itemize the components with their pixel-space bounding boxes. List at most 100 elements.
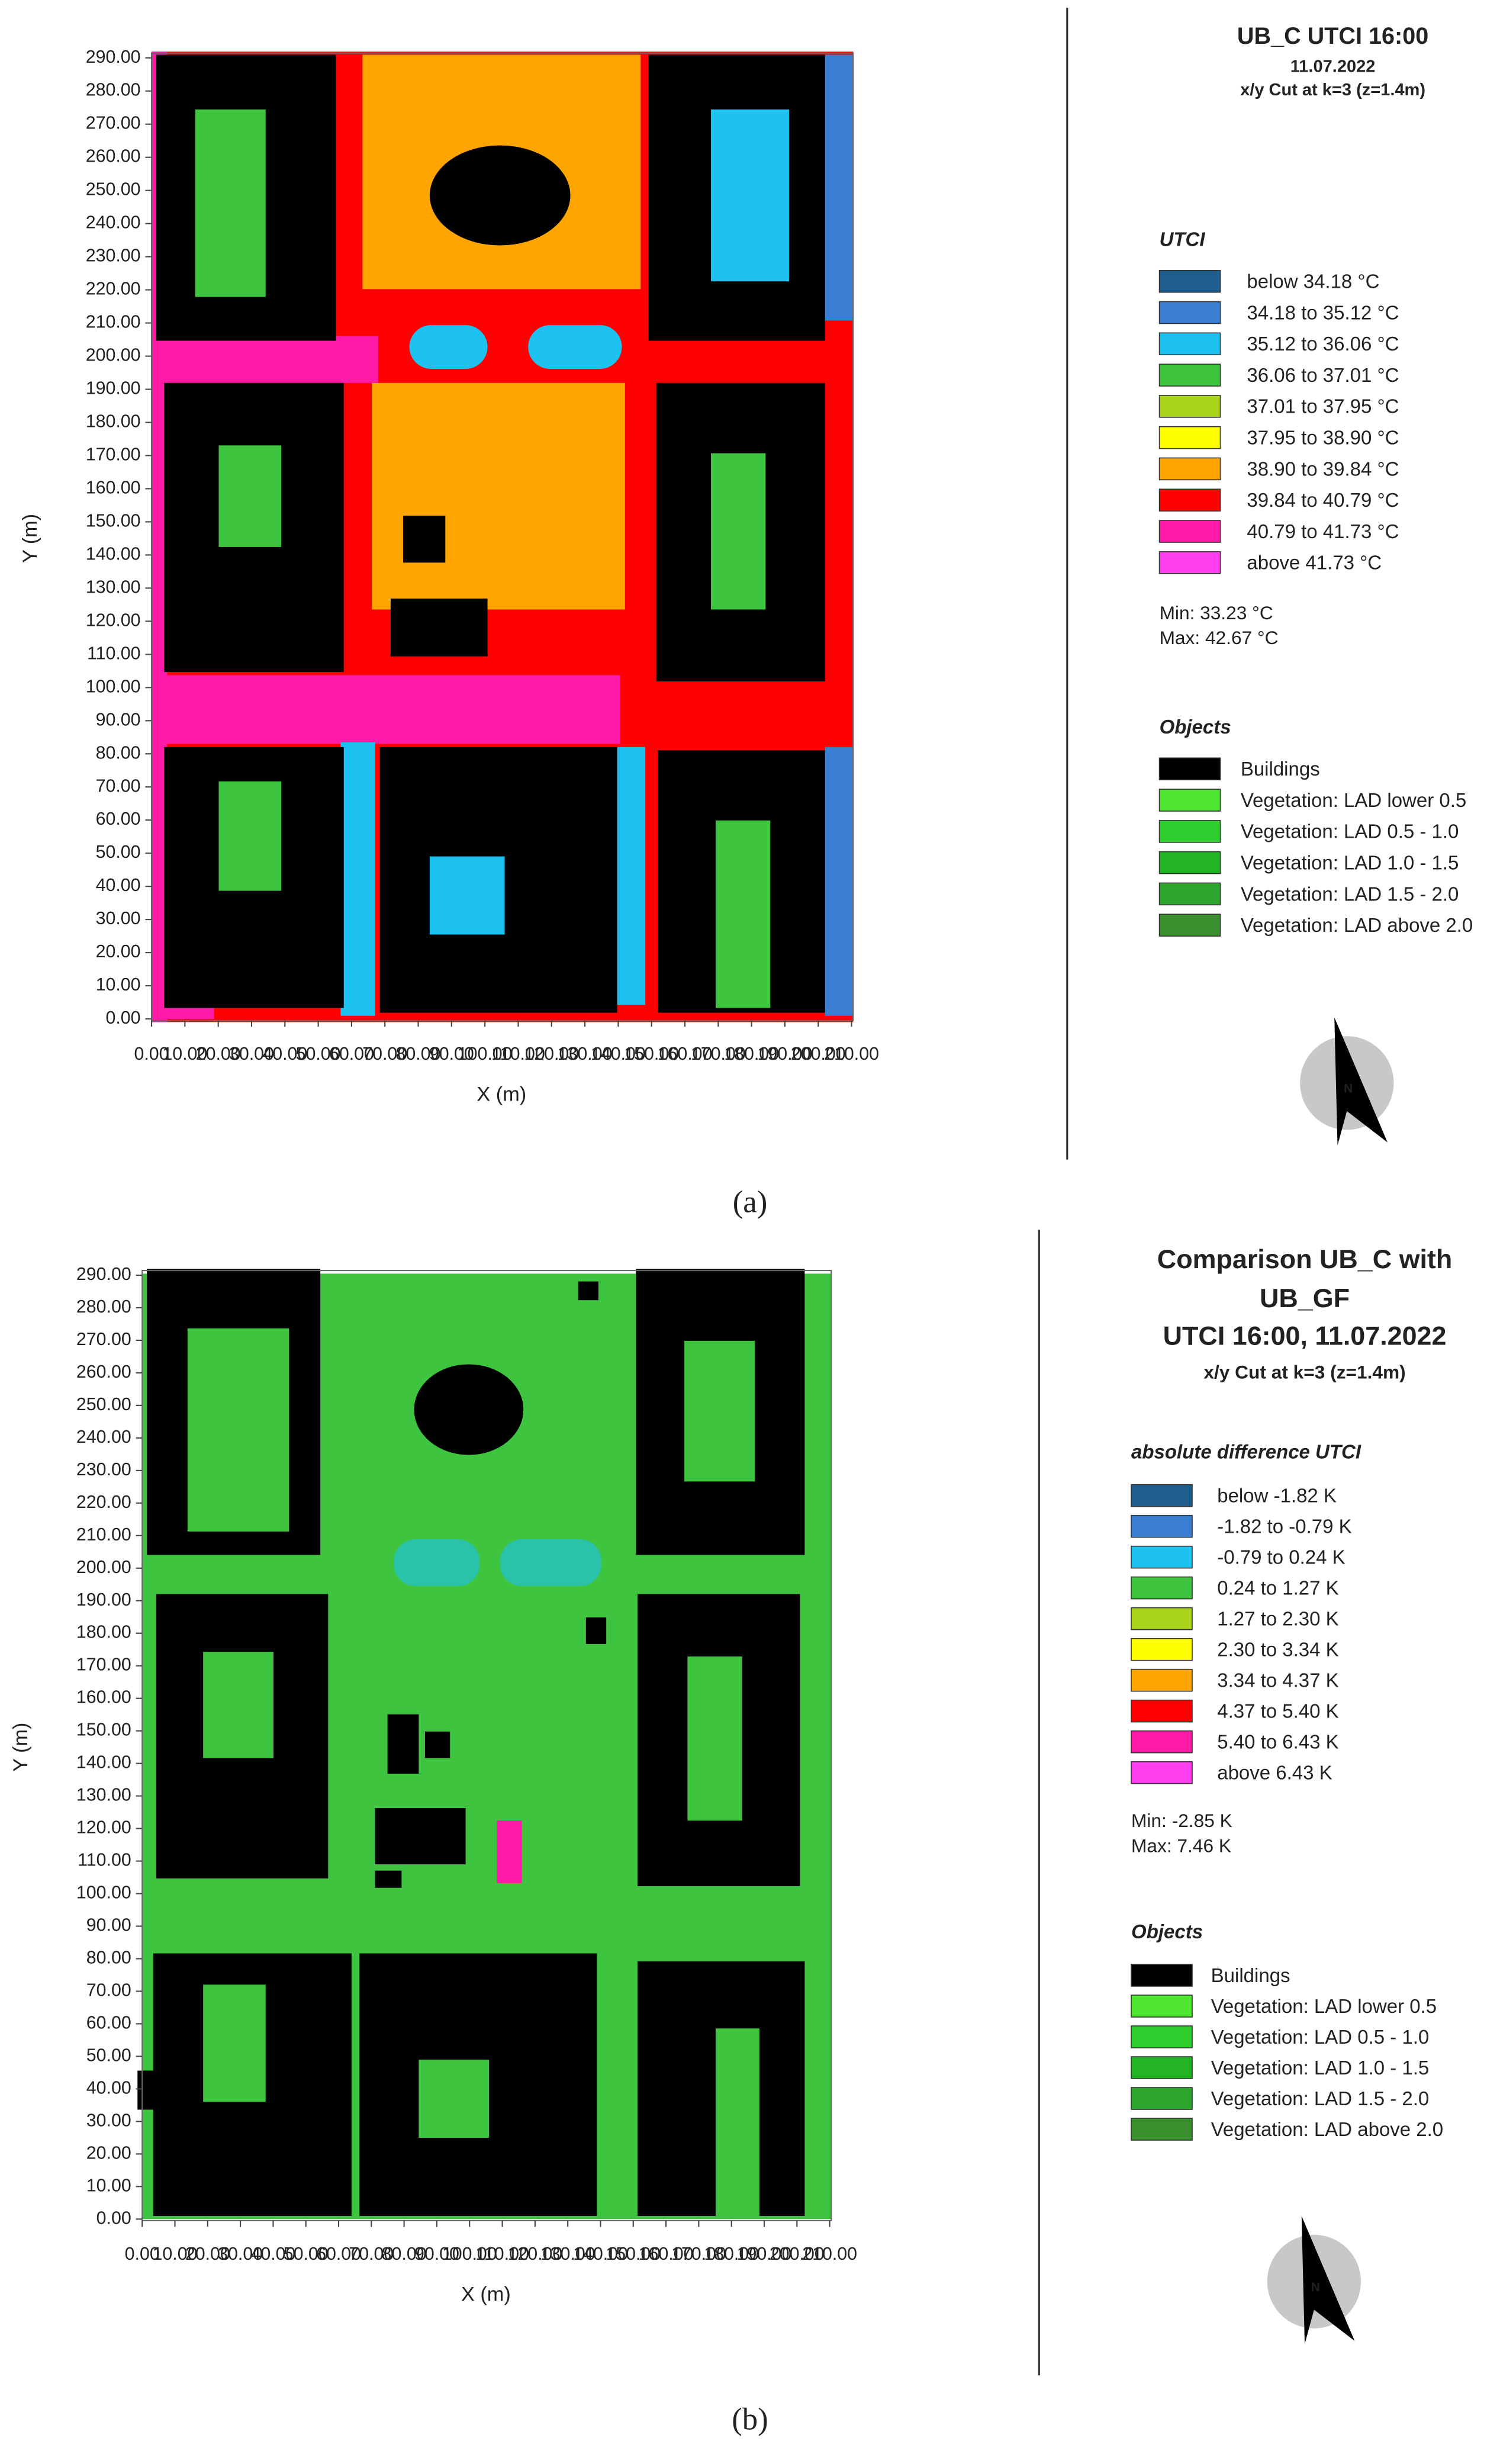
y-tick-label: 270.00 — [86, 114, 141, 133]
north-arrow: N — [1300, 1017, 1394, 1146]
legend-swatch — [1131, 1607, 1193, 1630]
x-tick-label: 30.00 — [229, 1044, 274, 1064]
x-tick-label: 10.00 — [162, 1044, 207, 1064]
legend-swatch — [1131, 1576, 1193, 1600]
legend-label: -0.79 to 0.24 K — [1217, 1546, 1345, 1568]
legend-swatch — [1158, 551, 1221, 574]
x-tick-label: 50.00 — [296, 1044, 341, 1064]
x-tick-label: 90.00 — [414, 2244, 459, 2264]
y-tick-label: 110.00 — [78, 1851, 131, 1870]
legend-label: 3.34 to 4.37 K — [1217, 1670, 1338, 1691]
legend-swatch — [1158, 269, 1221, 293]
max-value: Max: 42.67 °C — [1160, 627, 1279, 648]
y-tick-label: 110.00 — [87, 644, 141, 663]
x-tick-label: 170.00 — [691, 1044, 746, 1064]
y-tick-label: 220.00 — [86, 279, 141, 299]
x-tick-label: 90.00 — [429, 1044, 474, 1064]
max-value: Max: 7.46 K — [1131, 1835, 1231, 1856]
y-tick-label: 200.00 — [76, 1558, 131, 1577]
x-tick-label: 170.00 — [671, 2244, 726, 2264]
object-swatch — [1131, 1964, 1193, 1987]
x-tick-label: 180.00 — [704, 2244, 759, 2264]
map-a — [152, 52, 854, 1022]
legend-label: below -1.82 K — [1217, 1485, 1337, 1507]
object-swatch — [1158, 882, 1221, 906]
x-tick-label: 100.00 — [458, 1044, 513, 1064]
legend-label: 36.06 to 37.01 °C — [1247, 364, 1399, 386]
x-tick-label: 210.00 — [824, 1044, 879, 1064]
legend-title: absolute difference UTCI — [1131, 1441, 1361, 1463]
legend-swatch — [1131, 1668, 1193, 1692]
north-arrow: N — [1267, 2216, 1361, 2344]
x-tick-label: 160.00 — [658, 1044, 713, 1064]
y-tick-label: 90.00 — [96, 710, 141, 729]
y-tick-label: 270.00 — [76, 1330, 131, 1349]
object-swatch — [1158, 851, 1221, 874]
object-swatch — [1158, 913, 1221, 937]
legend-label: -1.82 to -0.79 K — [1217, 1516, 1351, 1537]
x-axis-label: X (m) — [477, 1083, 526, 1105]
object-swatch — [1158, 789, 1221, 812]
object-label: Vegetation: LAD 0.5 - 1.0 — [1241, 821, 1459, 842]
y-tick-label: 160.00 — [86, 478, 141, 497]
object-label: Vegetation: LAD 1.5 - 2.0 — [1211, 2087, 1430, 2109]
object-label: Buildings — [1241, 758, 1320, 780]
object-swatch — [1131, 2025, 1193, 2048]
object-swatch — [1158, 820, 1221, 843]
y-tick-label: 170.00 — [76, 1655, 131, 1675]
caption: (b) — [732, 2402, 768, 2437]
y-tick-label: 10.00 — [96, 975, 141, 995]
x-tick-label: 140.00 — [591, 1044, 646, 1064]
objects-title: Objects — [1160, 716, 1231, 738]
y-tick-label: 10.00 — [86, 2176, 131, 2195]
y-axis-label: Y (m) — [9, 1723, 32, 1772]
legend-label: above 41.73 °C — [1247, 552, 1382, 574]
panel-title: 11.07.2022 — [1290, 57, 1376, 76]
y-tick-label: 40.00 — [86, 2078, 131, 2098]
y-tick-label: 180.00 — [76, 1623, 131, 1642]
object-label: Buildings — [1211, 1964, 1290, 1986]
y-tick-label: 120.00 — [86, 610, 141, 630]
x-tick-label: 190.00 — [758, 1044, 813, 1064]
legend-label: 37.95 to 38.90 °C — [1247, 427, 1399, 449]
y-tick-label: 100.00 — [86, 677, 141, 696]
legend-label: 40.79 to 41.73 °C — [1247, 520, 1399, 542]
y-tick-label: 140.00 — [86, 544, 141, 564]
y-tick-label: 30.00 — [86, 2111, 131, 2130]
y-tick-label: 30.00 — [96, 909, 141, 928]
svg-text:N: N — [1311, 2280, 1320, 2294]
y-tick-label: 0.00 — [96, 2208, 131, 2228]
y-tick-label: 290.00 — [76, 1265, 131, 1284]
caption: (a) — [733, 1185, 768, 1219]
object-swatch — [1158, 757, 1221, 781]
legend-swatch — [1158, 520, 1221, 543]
x-tick-label: 150.00 — [606, 2244, 661, 2264]
x-tick-label: 100.00 — [442, 2244, 497, 2264]
y-tick-label: 60.00 — [96, 809, 141, 829]
x-tick-label: 70.00 — [349, 2244, 394, 2264]
object-swatch — [1131, 2118, 1193, 2141]
legend-label: 1.27 to 2.30 K — [1217, 1608, 1338, 1630]
x-tick-label: 190.00 — [737, 2244, 792, 2264]
y-tick-label: 140.00 — [76, 1753, 131, 1773]
legend-label: 37.01 to 37.95 °C — [1247, 395, 1399, 417]
x-tick-label: 200.00 — [770, 2244, 825, 2264]
panel-title: UTCI 16:00, 11.07.2022 — [1163, 1320, 1447, 1350]
y-tick-label: 100.00 — [76, 1883, 131, 1903]
legend-swatch — [1131, 1545, 1193, 1569]
y-tick-label: 250.00 — [76, 1395, 131, 1414]
legend-swatch — [1158, 332, 1221, 356]
legend-swatch — [1158, 457, 1221, 481]
y-tick-label: 70.00 — [86, 1980, 131, 2000]
legend-swatch — [1158, 426, 1221, 449]
x-tick-label: 200.00 — [791, 1044, 846, 1064]
y-axis-label: Y (m) — [19, 514, 41, 563]
y-tick-label: 180.00 — [86, 412, 141, 432]
y-tick-label: 130.00 — [86, 577, 141, 597]
y-tick-label: 230.00 — [76, 1460, 131, 1479]
y-tick-label: 50.00 — [96, 842, 141, 862]
objects-title: Objects — [1131, 1921, 1203, 1942]
y-tick-label: 260.00 — [76, 1362, 131, 1382]
legend-swatch — [1158, 364, 1221, 387]
